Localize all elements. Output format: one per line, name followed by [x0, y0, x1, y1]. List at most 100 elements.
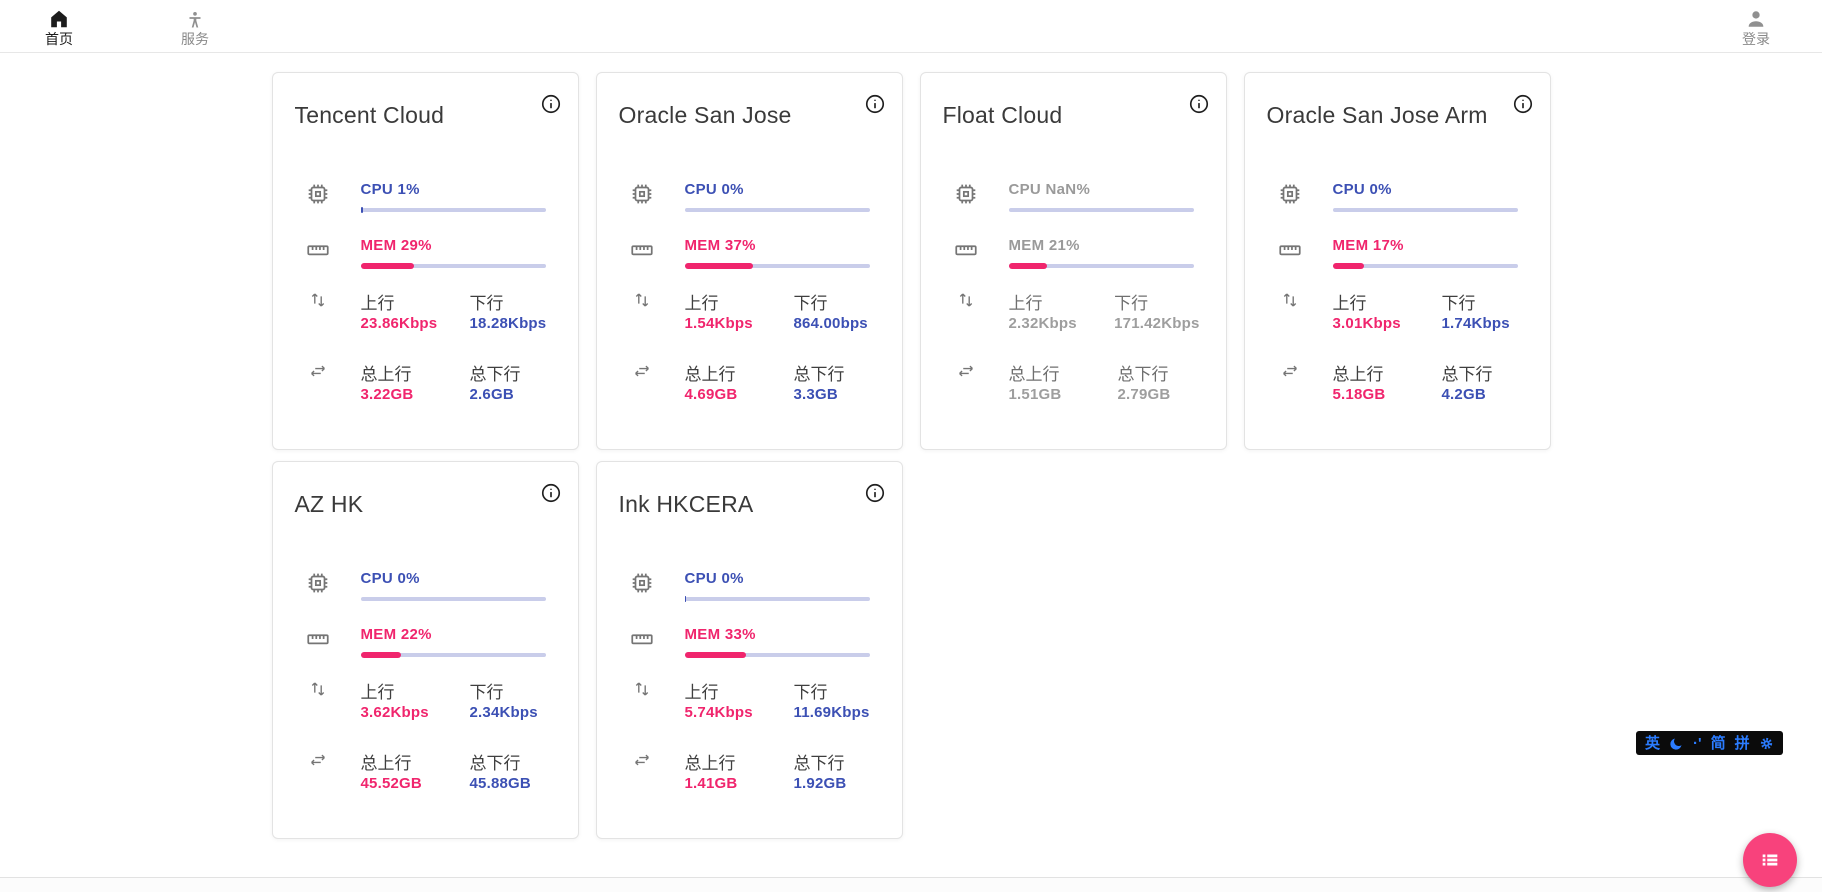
cpu-chip-icon [305, 570, 331, 602]
ime-charset-toggle[interactable]: 简 [1710, 734, 1726, 752]
left-right-arrows-icon [305, 360, 331, 403]
left-right-arrows-icon [305, 749, 331, 792]
info-icon[interactable] [862, 91, 888, 117]
cpu-progress-bar [1008, 207, 1194, 213]
accessibility-icon [185, 6, 205, 30]
info-icon[interactable] [1186, 91, 1212, 117]
top-toolbar: 首页 服务 登录 [0, 0, 1822, 53]
main-content: Tencent Cloud CPU 1% [271, 53, 1551, 839]
total-download-label: 总下行 [469, 754, 521, 773]
server-name: Oracle San Jose Arm [1266, 102, 1488, 128]
total-upload-label: 总上行 [360, 754, 412, 773]
nav-home-label: 首页 [45, 31, 73, 47]
memory-ruler-icon [629, 237, 655, 269]
cpu-chip-icon [629, 181, 655, 213]
server-name: Float Cloud [942, 102, 1063, 128]
total-upload-value: 1.51GB [1008, 386, 1062, 403]
cpu-usage-label: CPU 1% [360, 181, 420, 198]
up-down-arrows-icon [1277, 289, 1303, 332]
upload-value: 2.32Kbps [1008, 315, 1077, 332]
punctuation-toggle[interactable]: ·' [1693, 734, 1702, 752]
ime-language-toggle[interactable]: 英 [1645, 734, 1661, 752]
download-label: 下行 [1441, 294, 1476, 313]
total-upload-label: 总上行 [684, 754, 736, 773]
info-icon[interactable] [1510, 91, 1536, 117]
total-download-label: 总下行 [469, 365, 521, 384]
download-label: 下行 [469, 683, 504, 702]
upload-label: 上行 [684, 294, 719, 313]
info-icon[interactable] [862, 480, 888, 506]
cpu-progress-bar [1332, 207, 1518, 213]
up-down-arrows-icon [305, 289, 331, 332]
mem-progress-bar [1008, 263, 1194, 269]
person-icon [1745, 6, 1767, 30]
left-right-arrows-icon [629, 360, 655, 403]
up-down-arrows-icon [629, 289, 655, 332]
download-label: 下行 [469, 294, 504, 313]
ime-scheme-label[interactable]: 拼 [1734, 734, 1750, 752]
download-value: 2.34Kbps [469, 704, 538, 721]
up-down-arrows-icon [629, 678, 655, 721]
info-icon[interactable] [538, 480, 564, 506]
server-card-oracle-san-jose-arm: Oracle San Jose Arm CPU 0% [1243, 72, 1551, 450]
memory-ruler-icon [629, 626, 655, 658]
total-download-value: 3.3GB [793, 386, 838, 403]
total-download-label: 总下行 [1117, 365, 1169, 384]
server-list-fab[interactable] [1743, 833, 1797, 887]
nav-item-home[interactable]: 首页 [33, 6, 85, 46]
total-upload-value: 4.69GB [684, 386, 738, 403]
footer-divider [0, 877, 1822, 892]
total-upload-value: 5.18GB [1332, 386, 1386, 403]
up-down-arrows-icon [305, 678, 331, 721]
memory-ruler-icon [1277, 237, 1303, 269]
total-download-label: 总下行 [793, 365, 845, 384]
server-card-az-hk: AZ HK CPU 0% [271, 461, 579, 839]
nav-login-label: 登录 [1742, 31, 1770, 47]
download-value: 171.42Kbps [1114, 315, 1200, 332]
cpu-chip-icon [629, 570, 655, 602]
download-label: 下行 [1114, 294, 1149, 313]
upload-value: 3.62Kbps [360, 704, 429, 721]
download-value: 864.00bps [793, 315, 868, 332]
total-download-value: 2.6GB [469, 386, 514, 403]
mem-usage-label: MEM 37% [684, 237, 756, 254]
left-right-arrows-icon [953, 360, 979, 403]
total-upload-value: 3.22GB [360, 386, 414, 403]
total-upload-label: 总上行 [1008, 365, 1060, 384]
cpu-usage-label: CPU 0% [360, 570, 420, 587]
cpu-progress-bar [684, 207, 870, 213]
up-down-arrows-icon [953, 289, 979, 332]
mem-usage-label: MEM 21% [1008, 237, 1080, 254]
nav-services-label: 服务 [181, 31, 209, 47]
gear-icon[interactable] [1759, 736, 1774, 751]
total-upload-label: 总上行 [360, 365, 412, 384]
cpu-usage-label: CPU 0% [1332, 181, 1392, 198]
memory-ruler-icon [305, 626, 331, 658]
cpu-progress-bar [684, 596, 870, 602]
mem-usage-label: MEM 22% [360, 626, 432, 643]
upload-label: 上行 [1008, 294, 1043, 313]
upload-value: 3.01Kbps [1332, 315, 1401, 332]
mem-progress-bar [1332, 263, 1518, 269]
cpu-usage-label: CPU NaN% [1008, 181, 1091, 198]
cpu-chip-icon [953, 181, 979, 213]
moon-icon[interactable] [1669, 736, 1684, 751]
mem-usage-label: MEM 33% [684, 626, 756, 643]
server-name: AZ HK [294, 491, 364, 517]
upload-value: 23.86Kbps [360, 315, 438, 332]
download-label: 下行 [793, 294, 828, 313]
nav-item-login[interactable]: 登录 [1730, 6, 1782, 46]
view-list-icon [1759, 849, 1781, 871]
nav-item-services[interactable]: 服务 [169, 6, 221, 46]
left-right-arrows-icon [629, 749, 655, 792]
mem-progress-bar [360, 652, 546, 658]
total-download-value: 1.92GB [793, 775, 847, 792]
ime-toolbar: 英 ·' 简 拼 [1636, 731, 1783, 755]
cpu-progress-bar [360, 596, 546, 602]
total-upload-label: 总上行 [684, 365, 736, 384]
info-icon[interactable] [538, 91, 564, 117]
download-label: 下行 [793, 683, 828, 702]
upload-label: 上行 [360, 294, 395, 313]
upload-label: 上行 [1332, 294, 1367, 313]
upload-label: 上行 [360, 683, 395, 702]
